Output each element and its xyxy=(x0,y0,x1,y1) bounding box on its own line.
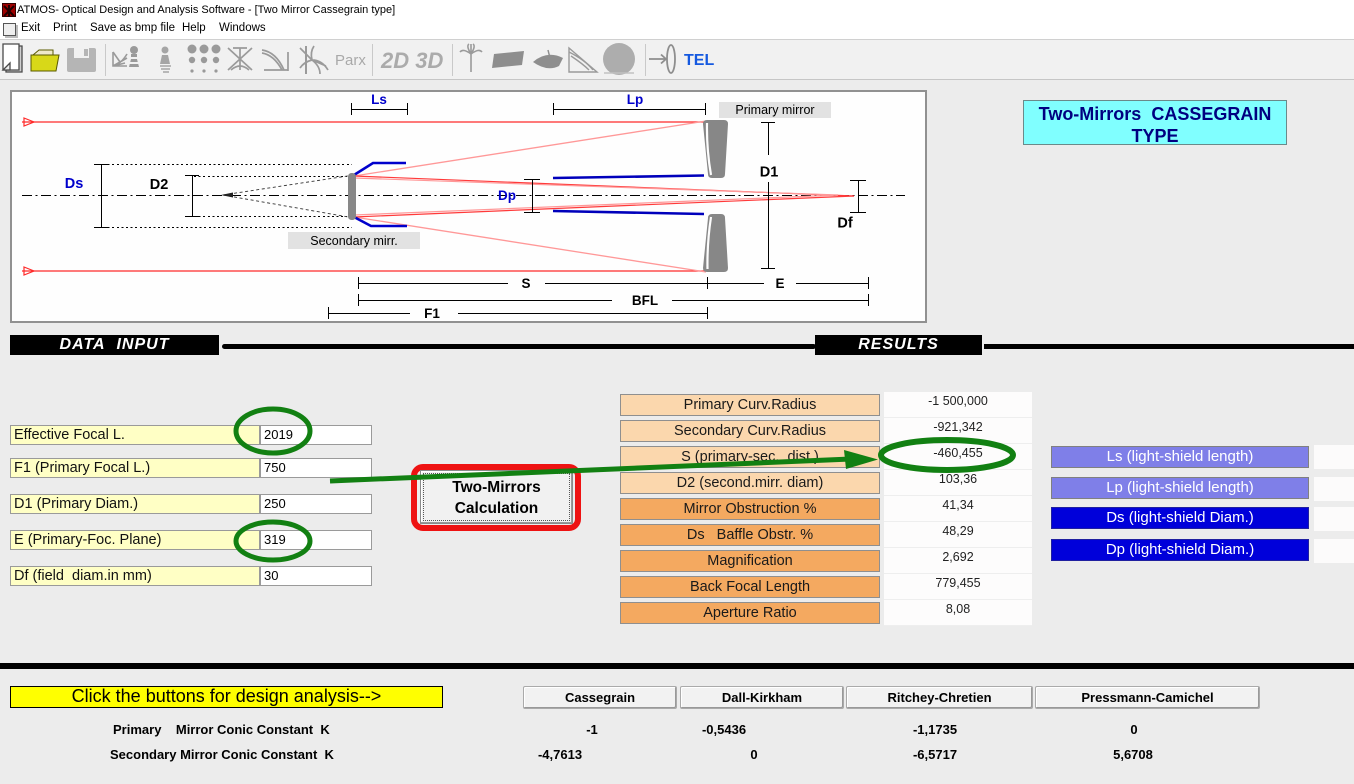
svg-text:Ls: Ls xyxy=(371,92,387,107)
svg-text:Dp: Dp xyxy=(498,188,516,203)
svg-text:D1: D1 xyxy=(760,165,779,181)
svg-text:F1: F1 xyxy=(424,306,440,321)
svg-text:Parx: Parx xyxy=(335,52,366,69)
svg-text:Primary mirror: Primary mirror xyxy=(735,103,814,117)
svg-text:S: S xyxy=(521,276,530,291)
svg-text:2D 3D: 2D 3D xyxy=(380,48,443,73)
svg-text:E: E xyxy=(775,276,784,291)
svg-text:Ds: Ds xyxy=(65,176,84,192)
svg-text:Secondary mirr.: Secondary mirr. xyxy=(310,234,398,248)
svg-text:Df: Df xyxy=(837,216,852,232)
svg-text:BFL: BFL xyxy=(632,293,658,308)
svg-text:D2: D2 xyxy=(150,177,169,193)
svg-text:Lp: Lp xyxy=(627,92,644,107)
svg-text:TEL: TEL xyxy=(684,52,714,69)
